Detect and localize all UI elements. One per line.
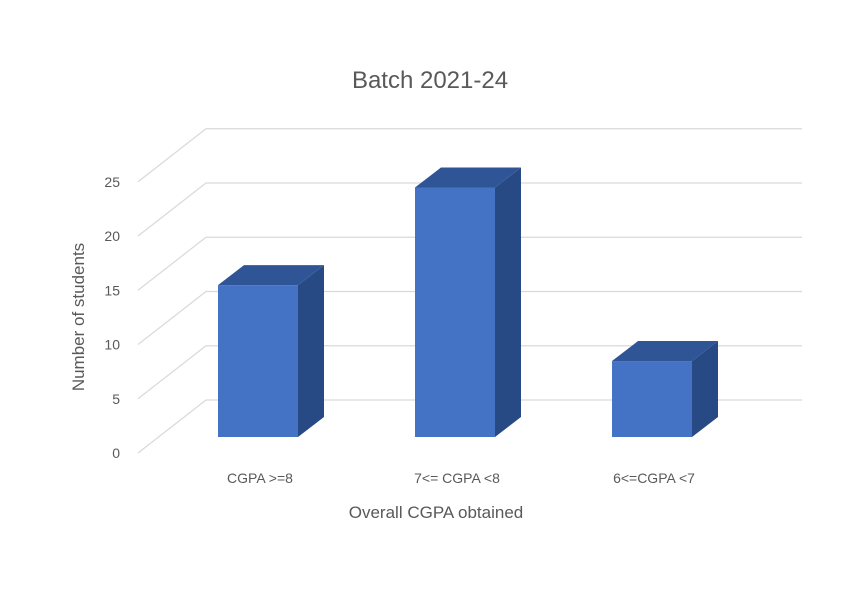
y-tick-label: 0 [112,445,120,461]
y-tick-label: 10 [104,337,120,353]
chart-title: Batch 2021-24 [352,67,508,94]
y-tick-labels: 0 5 10 15 20 25 [104,174,120,461]
y-tick-label: 25 [104,174,120,190]
x-tick-label: 7<= CGPA <8 [414,470,500,486]
bar-top [218,265,324,286]
gridline [137,399,802,454]
gridline [137,182,802,237]
bar [218,285,298,437]
gridline [137,128,802,183]
bar-top [612,341,718,362]
x-tick-labels: CGPA >=8 7<= CGPA <8 6<=CGPA <7 [227,470,695,486]
bar [612,361,692,437]
y-tick-label: 20 [104,228,120,244]
x-tick-label: CGPA >=8 [227,470,293,486]
bar-side [495,167,521,437]
bar-top [415,167,521,188]
bar-side [298,265,324,437]
x-axis-label: Overall CGPA obtained [349,503,524,522]
y-tick-label: 15 [104,282,120,298]
gridline [137,345,802,400]
y-axis-label: Number of students [69,243,88,391]
bar-side [692,341,718,437]
y-tick-label: 5 [112,391,120,407]
grid [137,128,802,454]
x-tick-label: 6<=CGPA <7 [613,470,695,486]
bars [218,167,718,437]
bar [415,187,495,437]
gridline [137,290,802,345]
gridline [137,236,802,291]
